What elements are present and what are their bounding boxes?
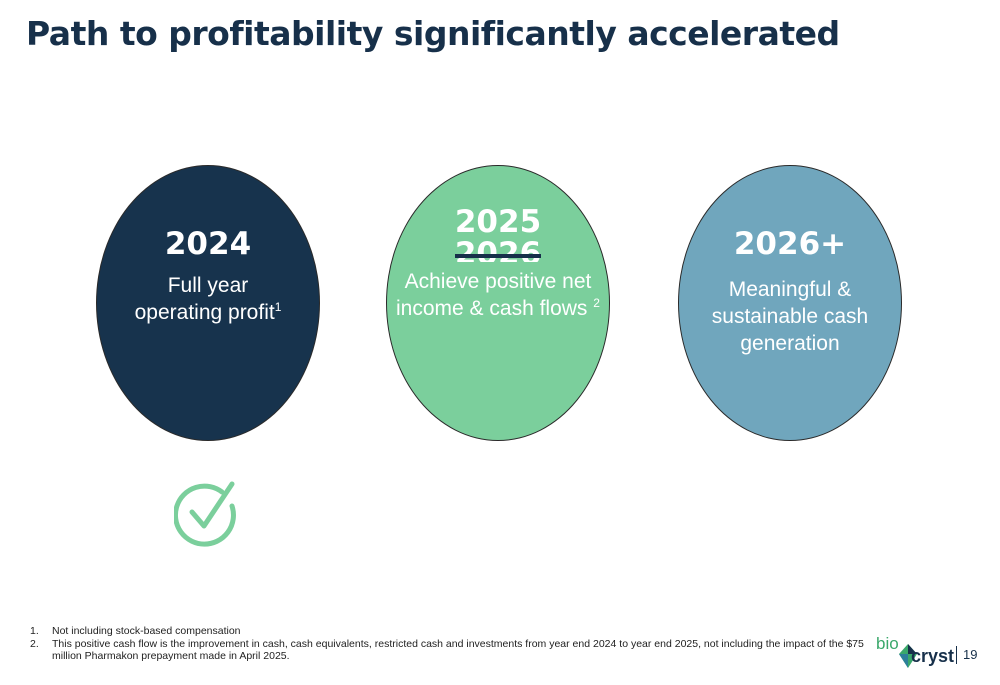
description-line: sustainable cash: [711, 305, 869, 328]
footnote-text: Not including stock-based compensation: [52, 625, 241, 637]
diamond-gem-icon: [899, 644, 917, 668]
milestone-description: Meaningful & sustainable cash generation: [712, 276, 868, 357]
milestone-year: 2024: [164, 226, 252, 262]
page-number: 19: [963, 647, 978, 662]
description-line: operating profit: [134, 301, 275, 324]
struck-year: 2026: [454, 236, 542, 262]
footnote-text: This positive cash flow is the improveme…: [52, 637, 864, 663]
slide-title: Path to profitability significantly acce…: [26, 14, 840, 53]
struck-year-wrapper: 2026: [454, 236, 542, 262]
description-line: Achieve positive net: [404, 270, 592, 293]
milestone-description: Full year operating profit1: [135, 272, 282, 326]
biocryst-logo: bio cryst: [876, 634, 956, 672]
footnote-ref: 1: [274, 300, 282, 314]
checkmark-circle-icon: [174, 481, 236, 547]
footnote-item: 1. Not including stock-based compensatio…: [30, 625, 890, 638]
description-line: Full year: [167, 274, 249, 297]
milestone-description: Achieve positive net income & cash flows…: [396, 268, 600, 322]
footnote-number: 2.: [30, 637, 39, 650]
strikethrough-line: [454, 254, 542, 258]
footnote-ref: 2: [593, 296, 600, 310]
logo-text-cryst: cryst: [911, 646, 955, 666]
milestone-year: 2025: [454, 204, 542, 240]
milestone-2026-plus-oval: 2026+ Meaningful & sustainable cash gene…: [678, 165, 902, 441]
description-line: income & cash flows: [396, 297, 588, 320]
description-line: Meaningful &: [728, 278, 852, 301]
logo-text-bio: bio: [876, 634, 899, 653]
footnote-number: 1.: [30, 625, 39, 637]
milestone-year: 2026+: [733, 226, 847, 262]
page-number-divider: [956, 646, 957, 664]
footnotes: 1. Not including stock-based compensatio…: [30, 625, 890, 663]
description-line: generation: [740, 332, 840, 355]
footnote-item: 2. This positive cash flow is the improv…: [30, 638, 890, 663]
milestone-2024-oval: 2024 Full year operating profit1: [96, 165, 320, 441]
milestone-2025-oval: 2025 2026 Achieve positive net income & …: [386, 165, 610, 441]
